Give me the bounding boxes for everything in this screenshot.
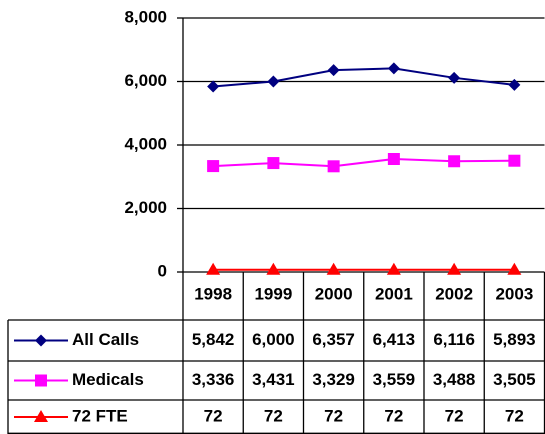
marker xyxy=(267,157,280,170)
y-tick-label: 2,000 xyxy=(124,198,167,217)
table-cell: 72 xyxy=(384,406,403,425)
table-cell: 72 xyxy=(505,406,524,425)
marker xyxy=(35,334,47,347)
legend-label: 72 FTE xyxy=(72,406,128,425)
marker xyxy=(266,262,281,275)
table-cell: 6,000 xyxy=(252,330,295,349)
marker xyxy=(207,160,220,173)
table-cell: 5,842 xyxy=(192,330,235,349)
marker xyxy=(387,62,400,75)
y-tick-label: 0 xyxy=(158,261,167,280)
marker xyxy=(207,80,220,93)
table-cell: 6,116 xyxy=(433,330,475,349)
marker xyxy=(327,64,340,77)
marker xyxy=(386,262,401,275)
table-cell: 72 xyxy=(324,406,343,425)
marker xyxy=(34,410,48,422)
table-cell: 3,559 xyxy=(373,370,416,389)
table-cell: 3,336 xyxy=(192,370,235,389)
marker xyxy=(267,75,280,88)
marker xyxy=(448,71,461,84)
table-cell: 3,505 xyxy=(493,370,536,389)
x-tick-label: 2002 xyxy=(435,284,473,303)
legend-label: Medicals xyxy=(72,370,144,389)
marker xyxy=(35,374,47,387)
legend-label: All Calls xyxy=(72,330,139,349)
marker xyxy=(326,262,341,275)
marker xyxy=(447,262,462,275)
y-tick-label: 4,000 xyxy=(124,134,167,153)
line xyxy=(213,67,515,88)
x-tick-label: 2001 xyxy=(375,284,413,303)
marker xyxy=(508,154,521,167)
x-tick-label: 2000 xyxy=(315,284,353,303)
x-tick-label: 2003 xyxy=(495,284,533,303)
marker xyxy=(508,78,521,91)
marker xyxy=(206,262,221,275)
table-cell: 5,893 xyxy=(493,330,536,349)
marker xyxy=(507,262,522,275)
marker xyxy=(387,153,400,166)
table-cell: 6,413 xyxy=(373,330,416,349)
table-cell: 72 xyxy=(445,406,464,425)
table-cell: 3,431 xyxy=(252,370,295,389)
y-tick-label: 6,000 xyxy=(124,71,167,90)
table-cell: 3,329 xyxy=(312,370,355,389)
table-cell: 72 xyxy=(264,406,283,425)
table-cell: 72 xyxy=(204,406,223,425)
x-tick-label: 1998 xyxy=(194,284,232,303)
table-cell: 3,488 xyxy=(433,370,476,389)
marker xyxy=(448,155,461,168)
y-tick-label: 8,000 xyxy=(124,7,167,26)
line xyxy=(213,157,515,168)
marker xyxy=(327,160,340,173)
x-tick-label: 1999 xyxy=(254,284,292,303)
table-cell: 6,357 xyxy=(312,330,355,349)
